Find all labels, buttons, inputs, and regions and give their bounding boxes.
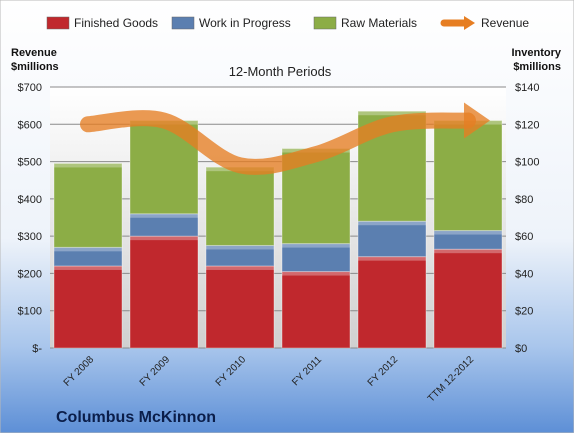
right-axis-title-line1: Inventory [511,47,561,59]
left-tick-label: $- [32,343,42,355]
right-tick-label: $20 [515,306,533,318]
right-tick-label: $0 [515,343,527,355]
legend-swatch [171,16,195,30]
bar-segment-raw-materials [205,166,275,246]
left-tick-label: $600 [18,119,42,131]
right-tick-label: $40 [515,268,533,280]
right-tick-label: $140 [515,82,539,94]
bar-segment-work-in-progress [357,220,427,258]
legend-label: Finished Goods [74,16,158,30]
bar-segment-finished-goods [53,265,123,349]
legend-item: Work in Progress [171,16,291,30]
bar-segment-finished-goods [433,248,503,349]
left-tick-label: $400 [18,194,42,206]
company-name: Columbus McKinnon [56,409,216,426]
legend: Finished Goods Work in Progress Raw Materi… [46,16,529,30]
right-tick-label: $120 [515,119,539,131]
right-tick-label: $80 [515,194,533,206]
bar-segment-work-in-progress [281,243,351,273]
legend-swatch [46,16,70,30]
right-axis-title-line2: $millions [513,61,561,73]
bar-segment-finished-goods [357,256,427,349]
revenue-arrowhead [464,102,490,139]
right-tick-label: $100 [515,157,539,169]
chart-title: 12-Month Periods [229,64,332,79]
bar-segment-work-in-progress [129,213,199,237]
bar-segment-work-in-progress [53,246,123,267]
left-tick-label: $300 [18,231,42,243]
legend-label: Raw Materials [341,16,417,30]
legend-label: Work in Progress [199,16,291,30]
bar-segment-finished-goods [281,271,351,349]
legend-arrow [464,16,475,30]
left-tick-label: $500 [18,157,42,169]
bar-segment-raw-materials [53,162,123,248]
right-tick-label: $60 [515,231,533,243]
legend-swatch [313,16,337,30]
plot-area [50,87,506,348]
left-tick-label: $100 [18,306,42,318]
legend-item: Raw Materials [313,16,417,30]
revenue-line-group [80,102,490,175]
legend-label: Revenue [481,16,529,30]
bar-segment-work-in-progress [205,244,275,267]
revenue-line [80,110,476,175]
bar-segment-finished-goods [129,235,199,349]
bar-segment-finished-goods [205,265,275,349]
legend-item: Revenue [440,16,529,30]
bar-segment-work-in-progress [433,230,503,250]
bar-segment-raw-materials [433,120,503,232]
bars [53,110,503,349]
left-axis-title-line1: Revenue [11,47,57,59]
left-axis-title-line2: $millions [11,61,59,73]
left-tick-label: $700 [18,82,42,94]
legend-item: Finished Goods [46,16,158,30]
left-tick-label: $200 [18,268,42,280]
